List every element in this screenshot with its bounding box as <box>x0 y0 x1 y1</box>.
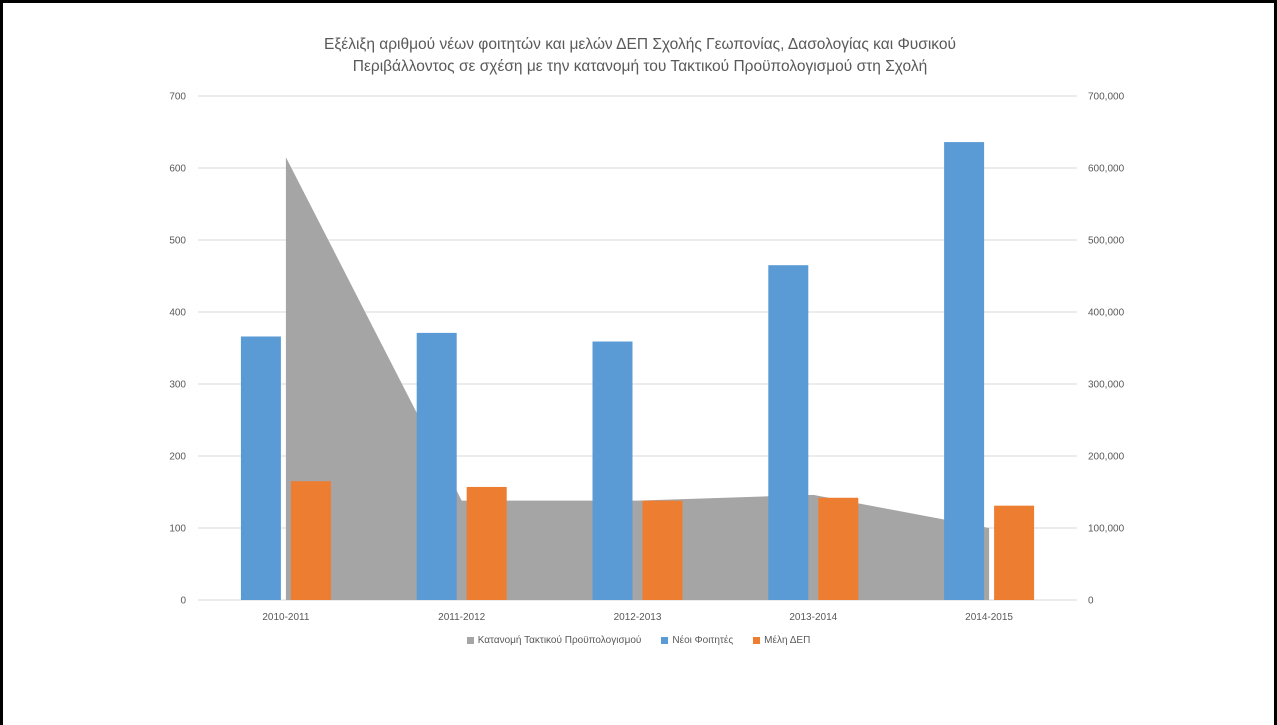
area-series <box>285 157 990 600</box>
legend-item: Μέλη ΔΕΠ <box>753 635 810 646</box>
right-axis-tick-label: 600,000 <box>1088 164 1125 175</box>
legend: Κατανομή Τακτικού Προϋπολογισμού Νέοι Φοι… <box>0 635 1277 647</box>
left-axis-tick-label: 600 <box>169 164 186 175</box>
right-axis-ticks: 0 100,000 200,000 300,000 400,000 500,000 600,… <box>1088 92 1125 607</box>
chart-title-line1: Εξέλιξη αριθμού νέων φοιτητών και μελών … <box>324 36 956 53</box>
bar-faculty-members <box>642 500 683 600</box>
right-axis-tick-label: 700,000 <box>1088 92 1125 103</box>
bar-new-students <box>768 265 809 600</box>
left-axis-ticks: 0 100 200 300 400 500 600 700 <box>169 92 186 607</box>
x-axis-tick-label: 2010-2011 <box>262 612 310 623</box>
left-axis-tick-label: 0 <box>180 596 186 607</box>
legend-label: Κατανομή Τακτικού Προϋπολογισμού <box>477 635 642 646</box>
right-axis-tick-label: 0 <box>1088 596 1094 607</box>
left-axis-tick-label: 200 <box>169 452 186 463</box>
legend-label: Νέοι Φοιτητές <box>672 635 734 646</box>
x-axis-ticks: 2010-2011 2011-2012 2012-2013 2013-2014 2014… <box>262 612 1013 623</box>
legend-swatch <box>661 637 669 644</box>
bar-series <box>240 142 1035 600</box>
bar-new-students <box>240 336 281 600</box>
bar-faculty-members <box>994 505 1035 600</box>
legend-item: Νέοι Φοιτητές <box>661 635 733 646</box>
left-axis-tick-label: 700 <box>169 92 186 103</box>
x-axis-tick-label: 2011-2012 <box>438 612 486 623</box>
bar-faculty-members <box>290 481 331 600</box>
left-axis-tick-label: 100 <box>169 524 186 535</box>
bar-faculty-members <box>818 497 859 600</box>
legend-item: Κατανομή Τακτικού Προϋπολογισμού <box>466 635 642 646</box>
bar-new-students <box>944 142 985 600</box>
bar-faculty-members <box>466 486 507 600</box>
legend-swatch <box>466 637 474 644</box>
x-axis-tick-label: 2013-2014 <box>789 612 837 623</box>
left-axis-tick-label: 500 <box>169 236 186 247</box>
right-axis-tick-label: 300,000 <box>1088 380 1125 391</box>
x-axis-tick-label: 2014-2015 <box>965 612 1013 623</box>
x-axis-tick-label: 2012-2013 <box>614 612 662 623</box>
chart-title: Εξέλιξη αριθμού νέων φοιτητών και μελών … <box>140 34 1140 78</box>
legend-label: Μέλη ΔΕΠ <box>764 635 811 646</box>
bar-new-students <box>592 341 633 600</box>
legend-swatch <box>753 637 761 644</box>
right-axis-tick-label: 400,000 <box>1088 308 1125 319</box>
area-budget-allocation <box>285 157 990 600</box>
bar-new-students <box>416 332 457 600</box>
right-axis-tick-label: 100,000 <box>1088 524 1125 535</box>
right-axis-tick-label: 500,000 <box>1088 236 1125 247</box>
chart-title-line2: Περιβάλλοντος σε σχέση με την κατανομή τ… <box>352 58 928 75</box>
left-axis-tick-label: 300 <box>169 380 186 391</box>
left-axis-tick-label: 400 <box>169 308 186 319</box>
right-axis-tick-label: 200,000 <box>1088 452 1125 463</box>
